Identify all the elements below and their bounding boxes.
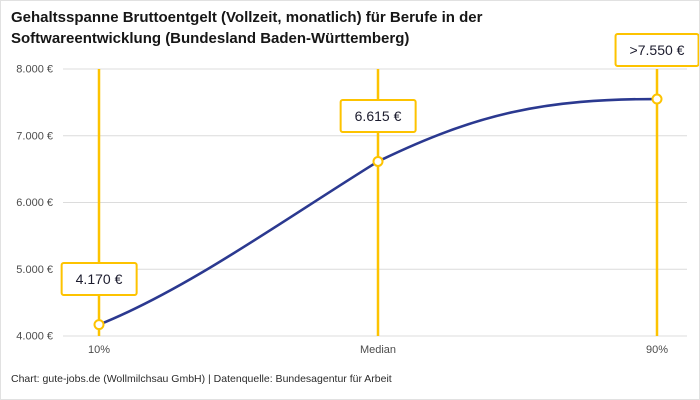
callout-median: 6.615 € [339,99,417,134]
svg-text:6.000 €: 6.000 € [16,197,53,209]
y-axis-labels: 4.000 € 5.000 € 6.000 € 7.000 € 8.000 € [16,64,53,343]
svg-text:Median: Median [360,344,396,356]
callout-median-value: 6.615 € [354,108,402,124]
svg-text:10%: 10% [88,344,110,356]
data-point-markers [93,93,663,331]
svg-text:4.000 €: 4.000 € [16,331,53,343]
chart-title-line1: Gehaltsspanne Bruttoentgelt (Vollzeit, m… [11,9,483,26]
callout-10th-percentile: 4.170 € [60,262,138,297]
svg-text:90%: 90% [646,344,668,356]
callout-10th-percentile-value: 4.170 € [75,271,123,287]
source-attribution: Chart: gute-jobs.de (Wollmilchsau GmbH) … [11,373,392,385]
gridlines [63,68,687,337]
callout-90th-percentile: >7.550 € [614,33,699,68]
svg-text:5.000 €: 5.000 € [16,264,53,276]
chart-title: Gehaltsspanne Bruttoentgelt (Vollzeit, m… [11,7,482,49]
x-axis-labels: 10% Median 90% [88,344,668,356]
svg-text:7.000 €: 7.000 € [16,130,53,142]
svg-text:8.000 €: 8.000 € [16,64,53,76]
callout-90th-percentile-value: >7.550 € [629,42,685,58]
chart-title-line2: Softwareentwicklung (Bundesland Baden-Wü… [11,30,410,47]
